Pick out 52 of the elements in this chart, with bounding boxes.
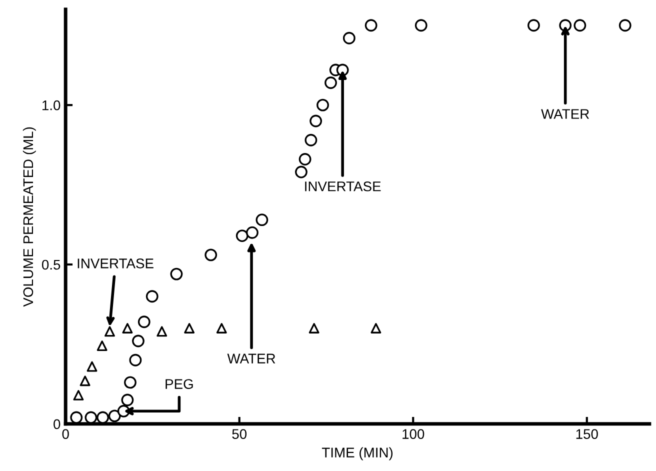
point xyxy=(146,290,158,303)
point xyxy=(121,394,134,406)
point xyxy=(70,411,83,424)
x-tick-label: 100 xyxy=(402,429,424,439)
point xyxy=(129,354,142,366)
annotation: WATER xyxy=(541,109,589,119)
point xyxy=(528,19,540,32)
point xyxy=(96,340,108,352)
point xyxy=(414,19,428,32)
point xyxy=(138,316,150,328)
y-tick-label: 1.0 xyxy=(42,100,60,110)
point xyxy=(310,114,322,128)
point xyxy=(304,134,318,146)
point xyxy=(308,323,320,334)
point xyxy=(124,376,136,389)
x-axis-title: TIME (MIN) xyxy=(322,447,393,460)
point xyxy=(574,19,586,32)
point xyxy=(132,334,144,348)
y-tick-label: 0.5 xyxy=(42,260,60,270)
point xyxy=(108,410,121,422)
point xyxy=(104,326,115,337)
point xyxy=(122,323,133,334)
point xyxy=(324,76,337,89)
x-tick-label: 0 xyxy=(62,429,69,439)
point xyxy=(80,376,90,386)
point xyxy=(316,98,329,112)
point xyxy=(216,323,227,334)
point xyxy=(170,268,183,280)
point xyxy=(246,226,258,239)
y-tick-label: 0 xyxy=(54,419,60,430)
point xyxy=(256,214,268,226)
y-axis-title: VOLUME PERMEATED (ML) xyxy=(22,127,36,307)
point xyxy=(96,411,109,424)
annotation: PEG xyxy=(166,379,193,389)
point xyxy=(370,323,382,334)
point xyxy=(236,230,248,242)
annotation: INVERTASE xyxy=(78,258,154,268)
point xyxy=(86,361,98,372)
point xyxy=(364,19,378,32)
point xyxy=(204,248,218,262)
point xyxy=(298,153,312,166)
annotation: WATER xyxy=(227,354,276,364)
point xyxy=(84,411,98,424)
point xyxy=(184,323,195,334)
point xyxy=(295,166,308,178)
point xyxy=(73,390,84,400)
x-tick-label: 150 xyxy=(576,429,598,439)
point xyxy=(342,32,356,44)
point xyxy=(156,326,168,337)
x-tick-label: 50 xyxy=(232,429,247,439)
annotation: INVERTASE xyxy=(305,181,381,192)
point xyxy=(618,19,632,32)
